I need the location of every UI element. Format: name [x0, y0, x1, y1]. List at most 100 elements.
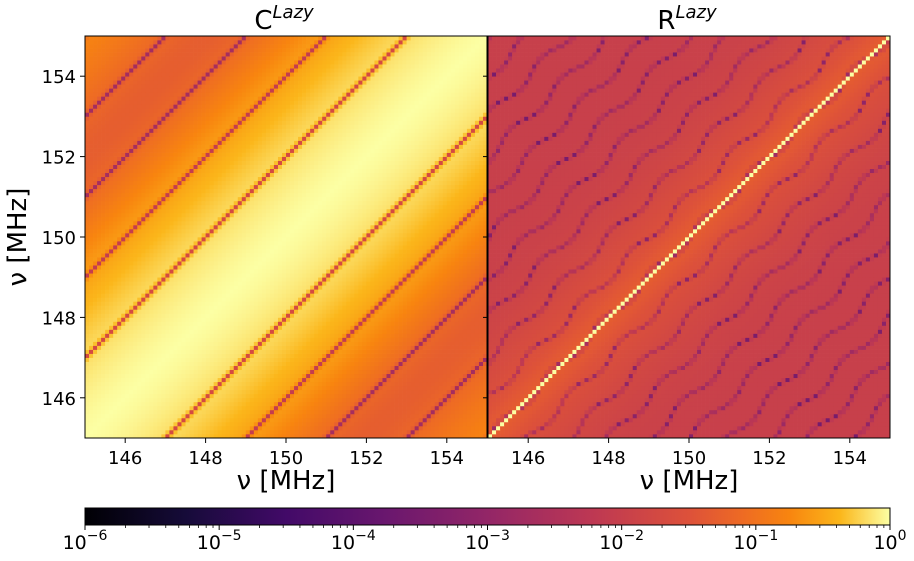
heatmap-cell: [482, 293, 488, 298]
heatmap-cell: [205, 297, 210, 302]
heatmap-cell: [450, 405, 456, 411]
heatmap-cell: [454, 409, 460, 415]
heatmap-cell: [398, 349, 403, 354]
heatmap-cell: [450, 349, 456, 354]
heatmap-cell: [446, 249, 452, 254]
heatmap-cell: [334, 301, 339, 306]
heatmap-cell: [281, 309, 287, 314]
heatmap-cell: [446, 333, 452, 338]
heatmap-cell: [374, 293, 379, 298]
heatmap-cell: [442, 373, 448, 379]
heatmap-cell: [249, 397, 255, 403]
heatmap-cell: [85, 253, 90, 258]
heatmap-cell: [241, 329, 247, 334]
heatmap-cell: [426, 265, 432, 270]
heatmap-cell: [117, 309, 122, 314]
heatmap-cell: [109, 257, 114, 262]
heatmap-cell: [466, 333, 472, 338]
heatmap-cell: [286, 397, 291, 403]
heatmap-cell: [249, 257, 255, 262]
heatmap-cell: [406, 381, 411, 387]
heatmap-cell: [482, 381, 488, 387]
heatmap-cell: [290, 269, 295, 274]
heatmap-cell: [241, 249, 247, 254]
heatmap-cell: [237, 317, 243, 322]
heatmap-cell: [454, 253, 460, 258]
heatmap-cell: [482, 321, 488, 326]
heatmap-cell: [145, 425, 150, 431]
heatmap-cell: [346, 269, 351, 274]
heatmap-cell: [169, 349, 174, 354]
heatmap-cell: [213, 397, 219, 403]
heatmap-cell: [265, 393, 271, 399]
heatmap-cell: [478, 289, 484, 294]
heatmap-cell: [478, 293, 484, 298]
heatmap-cell: [145, 301, 150, 306]
heatmap-cell: [261, 429, 267, 435]
heatmap-cell: [165, 285, 170, 290]
heatmap-cell: [390, 381, 395, 387]
heatmap-cell: [458, 365, 464, 371]
heatmap-cell: [89, 397, 94, 403]
heatmap-cell: [386, 333, 391, 338]
heatmap-cell: [482, 409, 488, 415]
heatmap-cell: [362, 413, 367, 419]
heatmap-cell: [221, 325, 227, 330]
heatmap-cell: [145, 353, 150, 358]
heatmap-cell: [466, 341, 472, 346]
heatmap-cell: [482, 329, 488, 334]
heatmap-cell: [310, 257, 315, 262]
heatmap-cell: [193, 401, 198, 407]
heatmap-cell: [310, 297, 315, 302]
heatmap-cell: [85, 297, 90, 302]
heatmap-cell: [201, 253, 206, 258]
heatmap-cell: [314, 285, 319, 290]
heatmap-cell: [137, 337, 142, 342]
heatmap-cell: [85, 409, 90, 415]
heatmap-cell: [330, 289, 335, 294]
heatmap-cell: [286, 285, 291, 290]
heatmap-cell: [482, 365, 488, 371]
heatmap-cell: [430, 241, 436, 246]
heatmap-cell: [466, 393, 472, 399]
heatmap-cell: [434, 337, 440, 342]
heatmap-cell: [141, 353, 146, 358]
heatmap-cell: [181, 381, 186, 387]
heatmap-cell: [229, 333, 235, 338]
heatmap-cell: [462, 417, 468, 423]
heatmap-cell: [466, 353, 472, 358]
heatmap-cell: [426, 297, 432, 302]
heatmap-cell: [394, 321, 399, 326]
heatmap-cell: [326, 425, 331, 431]
heatmap-cell: [474, 337, 480, 342]
heatmap-cell: [374, 389, 379, 395]
heatmap-cell: [109, 389, 114, 395]
heatmap-cell: [470, 313, 476, 318]
heatmap-cell: [137, 305, 142, 310]
heatmap-cell: [217, 337, 223, 342]
heatmap-cell: [181, 285, 186, 290]
heatmap-cell: [438, 261, 444, 266]
heatmap-cell: [326, 269, 331, 274]
heatmap-cell: [442, 285, 448, 290]
heatmap-cell: [169, 425, 174, 431]
heatmap-cell: [121, 385, 126, 391]
heatmap-cell: [125, 345, 130, 350]
heatmap-cell: [253, 425, 259, 431]
heatmap-cell: [442, 417, 448, 423]
heatmap-cell: [141, 269, 146, 274]
heatmap-cell: [326, 377, 331, 383]
heatmap-cell: [169, 341, 174, 346]
heatmap-cell: [213, 317, 219, 322]
heatmap-cell: [145, 413, 150, 419]
heatmap-cell: [386, 425, 391, 431]
heatmap-cell: [358, 245, 363, 250]
heatmap-cell: [450, 377, 456, 383]
heatmap-cell: [346, 325, 351, 330]
heatmap-cell: [157, 237, 162, 242]
heatmap-cell: [153, 321, 158, 326]
heatmap-cell: [386, 237, 391, 242]
heatmap-cell: [129, 249, 134, 254]
heatmap-cell: [253, 321, 259, 326]
heatmap-cell: [277, 313, 283, 318]
